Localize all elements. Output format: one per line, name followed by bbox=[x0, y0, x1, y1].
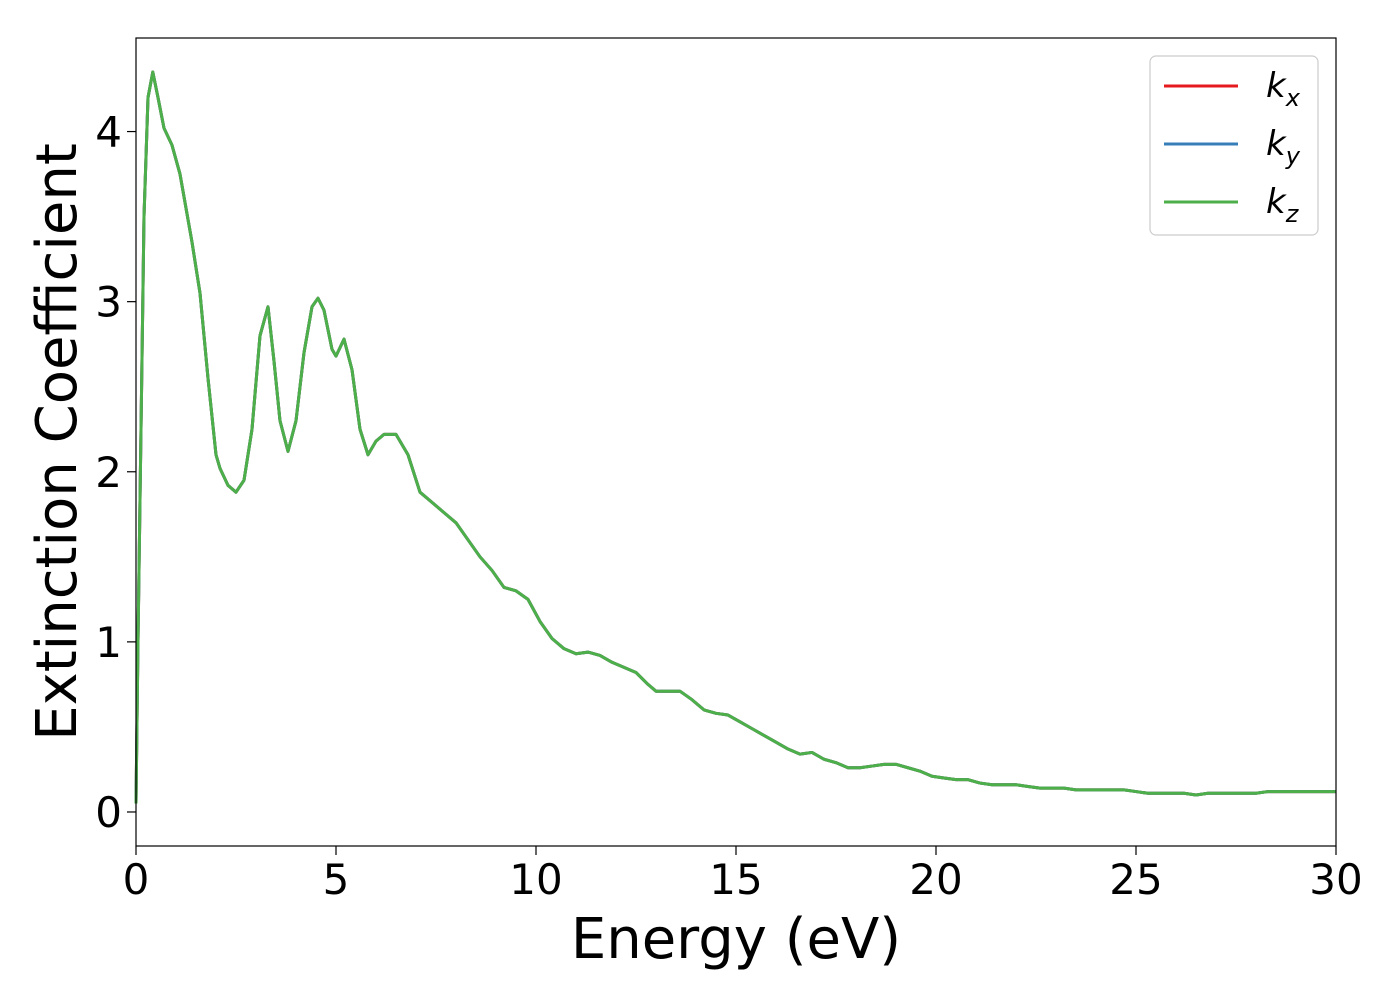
x-tick-label: 20 bbox=[909, 855, 962, 904]
x-axis-title: Energy (eV) bbox=[571, 907, 901, 972]
legend-label-subscript: z bbox=[1285, 200, 1300, 228]
x-tick-label: 10 bbox=[509, 855, 562, 904]
x-tick-label: 30 bbox=[1309, 855, 1362, 904]
x-tick-label: 0 bbox=[123, 855, 150, 904]
legend-label-ky: ky bbox=[1266, 124, 1301, 170]
legend-label-base: k bbox=[1266, 124, 1287, 164]
y-axis: 0 1 2 3 4 bbox=[95, 108, 136, 837]
series-line-k-z bbox=[134, 70, 1336, 804]
y-tick-label: 2 bbox=[95, 448, 122, 497]
x-tick-label: 25 bbox=[1109, 855, 1162, 904]
y-tick-label: 4 bbox=[95, 108, 122, 157]
y-tick-label: 3 bbox=[95, 278, 122, 327]
series-layer bbox=[134, 70, 1336, 804]
legend-label-subscript: x bbox=[1285, 84, 1301, 112]
y-tick-label: 0 bbox=[95, 788, 122, 837]
legend-label-kz: kz bbox=[1266, 182, 1300, 228]
x-tick-label: 15 bbox=[709, 855, 762, 904]
y-tick-label: 1 bbox=[95, 618, 122, 667]
y-axis-title: Extinction Coefficient bbox=[25, 143, 90, 741]
legend-label-subscript: y bbox=[1285, 142, 1301, 170]
x-tick-label: 5 bbox=[323, 855, 350, 904]
legend-label-base: k bbox=[1266, 66, 1287, 106]
legend-label-base: k bbox=[1266, 182, 1287, 222]
legend-label-kx: kx bbox=[1266, 66, 1301, 112]
x-axis: 0 5 10 15 20 25 30 bbox=[123, 846, 1363, 904]
